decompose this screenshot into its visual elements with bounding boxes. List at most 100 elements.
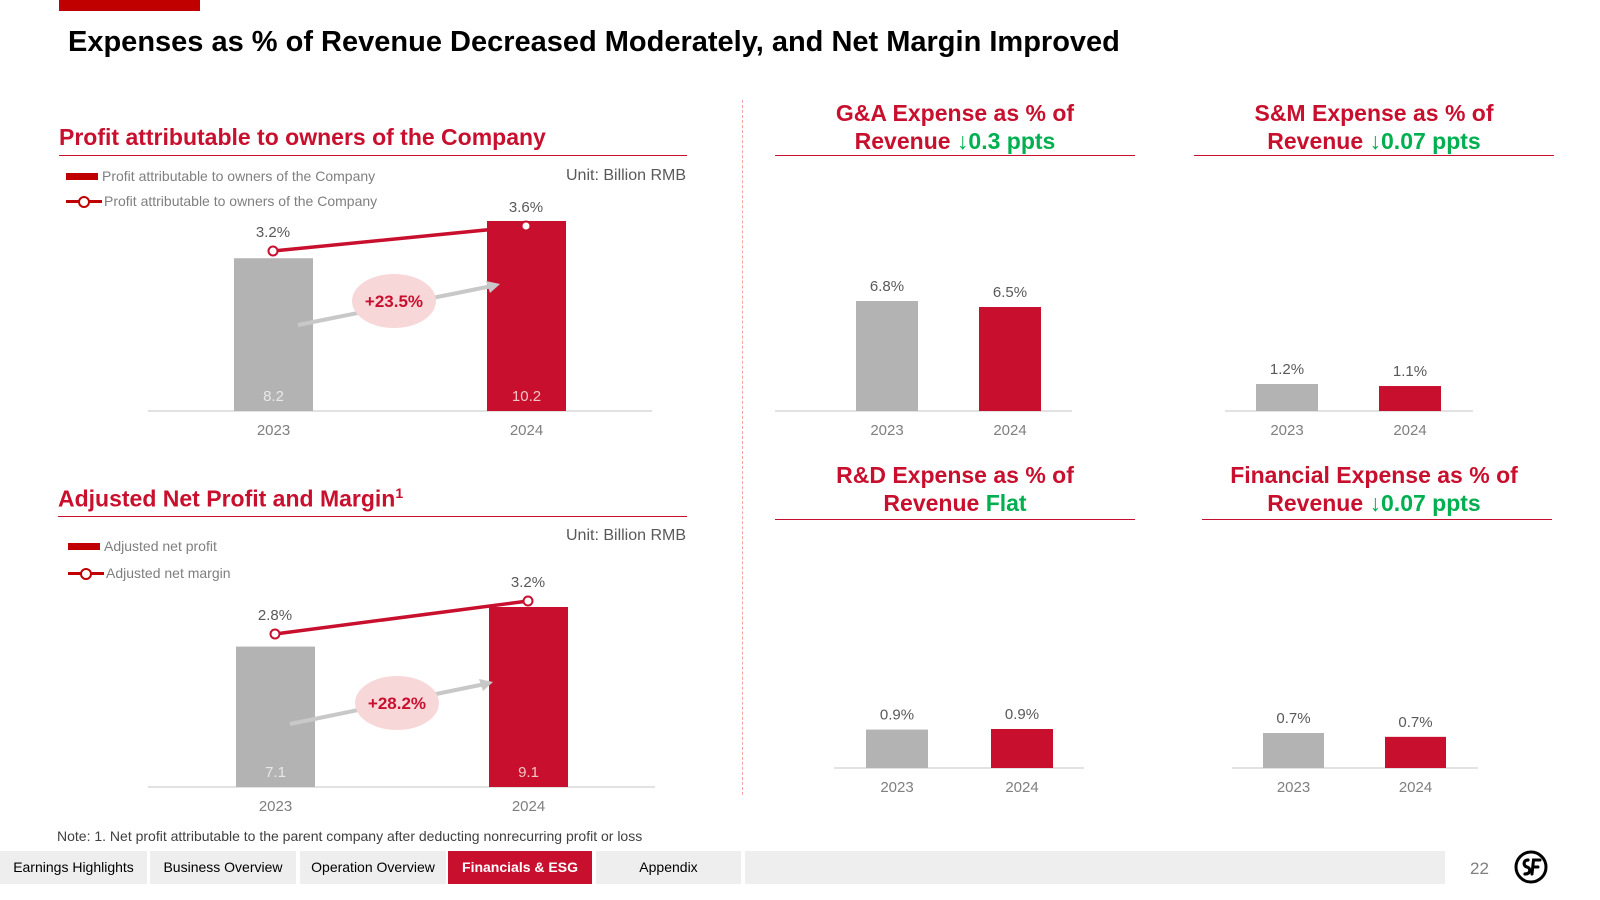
tab-appendix[interactable]: Appendix: [596, 851, 741, 884]
profit-legend-bar: Profit attributable to owners of the Com…: [66, 168, 375, 184]
legend-bar-label: Adjusted net profit: [104, 538, 217, 554]
fin-tick-2024: 2024: [1399, 779, 1432, 796]
rd-title-prefix: Revenue: [883, 490, 986, 516]
rd-title-rule: [775, 519, 1135, 520]
adjusted-bar-label-2023: 7.1: [265, 764, 286, 781]
profit-margin-line: [272, 224, 527, 253]
ga-title-line1: G&A Expense as % of: [835, 100, 1075, 126]
fin-bar-2024: [1385, 736, 1446, 768]
rd-tick-2023: 2023: [880, 779, 913, 796]
adjusted-margin-label-2023: 2.8%: [258, 607, 292, 624]
legend-line-swatch: [66, 195, 102, 208]
adjusted-tick-2023: 2023: [259, 798, 292, 815]
sm-title-prefix: Revenue: [1267, 128, 1370, 154]
sm-value-label-2023: 1.2%: [1270, 361, 1304, 378]
adjusted-unit-label: Unit: Billion RMB: [566, 527, 687, 544]
rd-value-label-2024: 0.9%: [1005, 706, 1039, 723]
legend-bar-swatch: [68, 542, 100, 550]
fin-value-label-2024: 0.7%: [1398, 714, 1432, 731]
profit-legend-line: Profit attributable to owners of the Com…: [66, 193, 377, 209]
profit-bar-2024: [487, 221, 566, 411]
adjusted-bar-2024: [489, 607, 568, 787]
fin-title: Financial Expense as % of Revenue ↓0.07 …: [1194, 461, 1554, 517]
rd-change: Flat: [985, 490, 1027, 516]
sm-title-line1: S&M Expense as % of: [1254, 100, 1494, 126]
ga-title-prefix: Revenue: [854, 128, 957, 154]
top-accent-bar: [59, 0, 200, 11]
adjusted-bar-label-2024: 9.1: [518, 764, 539, 781]
legend-bar-label: Profit attributable to owners of the Com…: [102, 168, 376, 184]
tab-financials-esg[interactable]: Financials & ESG: [448, 851, 592, 884]
profit-margin-label-2023: 3.2%: [256, 224, 290, 241]
nav-filler: [745, 851, 1445, 884]
profit-bar-2023: [234, 258, 313, 411]
ga-bar-2023: [856, 301, 918, 411]
profit-growth-arrowhead: [486, 281, 500, 293]
adjusted-margin-point-2023: [269, 628, 281, 640]
fin-title-line2: Revenue ↓0.07 ppts: [1194, 489, 1554, 517]
profit-growth-label: +23.5%: [365, 292, 423, 311]
sm-value-label-2024: 1.1%: [1393, 363, 1427, 380]
profit-tick-2023: 2023: [257, 422, 290, 439]
profit-margin-point-2024: [520, 220, 532, 232]
adjusted-legend-bar: Adjusted net profit: [68, 538, 217, 554]
sm-tick-2023: 2023: [1270, 422, 1303, 439]
adjusted-growth-label: +28.2%: [368, 694, 426, 713]
tab-business-overview[interactable]: Business Overview: [150, 851, 296, 884]
footnote: Note: 1. Net profit attributable to the …: [57, 828, 643, 844]
adjusted-margin-point-2024: [522, 595, 534, 607]
sm-bar-2024: [1379, 386, 1441, 411]
footnote-mark: 1: [395, 485, 404, 501]
rd-tick-2024: 2024: [1005, 779, 1038, 796]
adjusted-legend-line: Adjusted net margin: [68, 565, 231, 581]
profit-unit-label: Unit: Billion RMB: [566, 167, 687, 184]
legend-line-label: Adjusted net margin: [106, 565, 231, 581]
ga-bar-2024: [979, 307, 1041, 411]
profit-section-rule: [59, 155, 687, 156]
legend-bar-swatch: [66, 172, 98, 180]
adjusted-growth-arrowhead: [479, 679, 493, 691]
adjusted-section-rule: [58, 516, 687, 517]
adjusted-bar-2023: [236, 646, 315, 787]
ga-title-rule: [775, 155, 1135, 156]
rd-title-line1: R&D Expense as % of: [836, 462, 1074, 488]
rd-title-line2: Revenue Flat: [775, 489, 1135, 517]
vertical-divider: [742, 100, 743, 795]
profit-growth-pill: [352, 274, 436, 328]
fin-value-label-2023: 0.7%: [1276, 710, 1310, 727]
page-title: Expenses as % of Revenue Decreased Moder…: [68, 26, 1120, 58]
fin-change: ↓0.07 ppts: [1369, 490, 1481, 516]
legend-line-swatch: [68, 567, 104, 580]
tab-earnings-highlights[interactable]: Earnings Highlights: [0, 851, 147, 884]
fin-bar-2023: [1263, 733, 1324, 768]
sm-title-rule: [1194, 155, 1554, 156]
ga-tick-2024: 2024: [993, 422, 1026, 439]
sm-bar-2023: [1256, 384, 1318, 411]
sm-title-line2: Revenue ↓0.07 ppts: [1194, 127, 1554, 155]
profit-section-title: Profit attributable to owners of the Com…: [59, 124, 546, 150]
rd-title: R&D Expense as % of Revenue Flat: [775, 461, 1135, 517]
adjusted-margin-label-2024: 3.2%: [511, 574, 545, 591]
profit-margin-label-2024: 3.6%: [509, 199, 543, 216]
ga-value-label-2024: 6.5%: [993, 284, 1027, 301]
tab-operation-overview[interactable]: Operation Overview: [300, 851, 446, 884]
rd-value-label-2023: 0.9%: [880, 707, 914, 724]
adjusted-margin-line: [274, 599, 529, 636]
fin-title-prefix: Revenue: [1267, 490, 1370, 516]
profit-margin-point-2023: [267, 245, 279, 257]
adjusted-section-title: Adjusted Net Profit and Margin1: [58, 485, 403, 513]
ga-value-label-2023: 6.8%: [870, 278, 904, 295]
fin-tick-2023: 2023: [1277, 779, 1310, 796]
fin-title-rule: [1202, 519, 1552, 520]
section-nav: Earnings Highlights Business Overview Op…: [0, 851, 1600, 884]
rd-bar-2023: [866, 729, 928, 768]
ga-tick-2023: 2023: [870, 422, 903, 439]
sm-tick-2024: 2024: [1393, 422, 1426, 439]
profit-bar-label-2024: 10.2: [512, 388, 541, 405]
adjusted-section-title-text: Adjusted Net Profit and Margin: [58, 485, 396, 512]
ga-title: G&A Expense as % of Revenue ↓0.3 ppts: [775, 99, 1135, 155]
sm-title: S&M Expense as % of Revenue ↓0.07 ppts: [1194, 99, 1554, 155]
sf-logo-icon: [1514, 850, 1548, 884]
page-number: 22: [1470, 859, 1489, 878]
ga-title-line2: Revenue ↓0.3 ppts: [775, 127, 1135, 155]
